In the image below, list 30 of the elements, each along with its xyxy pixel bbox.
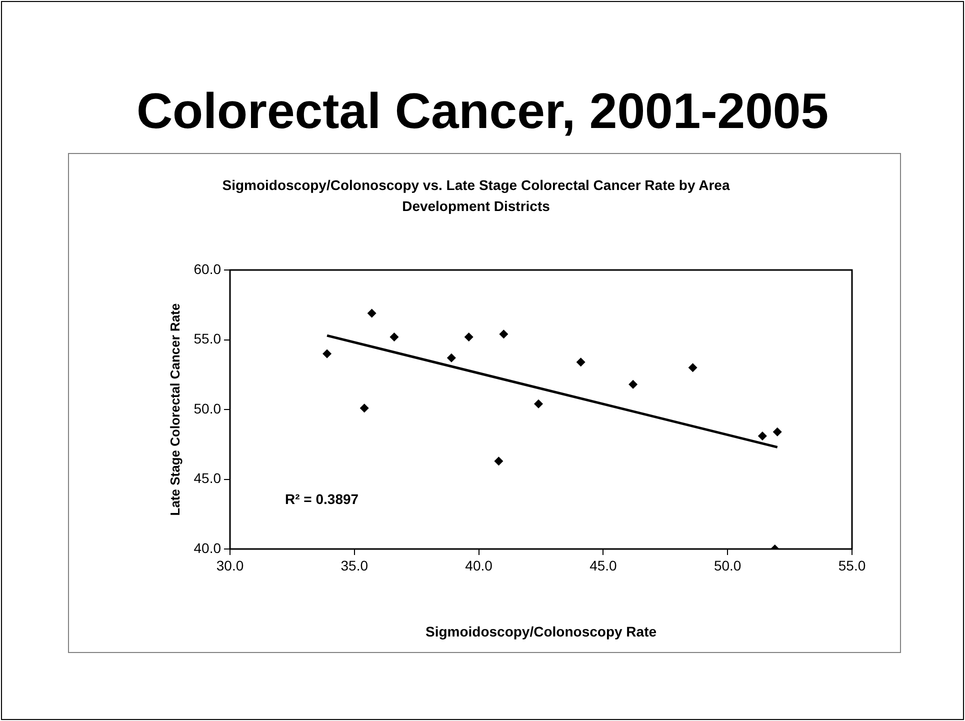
point xyxy=(494,456,504,466)
y-tick-label: 55.0 xyxy=(194,330,222,347)
point xyxy=(499,330,508,339)
y-tick-label: 45.0 xyxy=(194,470,222,486)
point xyxy=(322,349,332,358)
point xyxy=(390,332,399,342)
y-tick-label: 40.0 xyxy=(194,540,222,556)
chart-subtitle: Sigmoidoscopy/Colonoscopy vs. Late Stage Colorectal Cancer Rate by Area Development Districts xyxy=(221,176,731,216)
point xyxy=(534,399,544,408)
point xyxy=(758,432,767,441)
y-tick-label: 50.0 xyxy=(194,400,222,416)
y-tick-label: 60.0 xyxy=(194,260,222,277)
y-axis-title: Late Stage Colorectal Cancer Rate xyxy=(167,303,182,516)
point xyxy=(628,380,638,389)
x-axis-title: Sigmoidoscopy/Colonoscopy Rate xyxy=(425,623,657,640)
chart-title: Colorectal Cancer, 2001-2005 xyxy=(135,82,830,140)
point xyxy=(576,358,586,367)
point xyxy=(464,332,474,342)
x-tick-label: 35.0 xyxy=(340,557,368,574)
x-tick-label: 50.0 xyxy=(714,557,742,574)
point xyxy=(446,353,456,362)
x-tick-label: 30.0 xyxy=(216,557,244,574)
point xyxy=(772,427,782,436)
x-tick-label: 45.0 xyxy=(590,557,618,574)
point xyxy=(367,308,376,318)
annotation: R² = 0.3897 xyxy=(285,490,359,507)
x-tick-label: 40.0 xyxy=(465,557,493,574)
point xyxy=(688,363,698,372)
x-tick-label: 55.0 xyxy=(838,557,866,574)
point xyxy=(360,404,369,413)
